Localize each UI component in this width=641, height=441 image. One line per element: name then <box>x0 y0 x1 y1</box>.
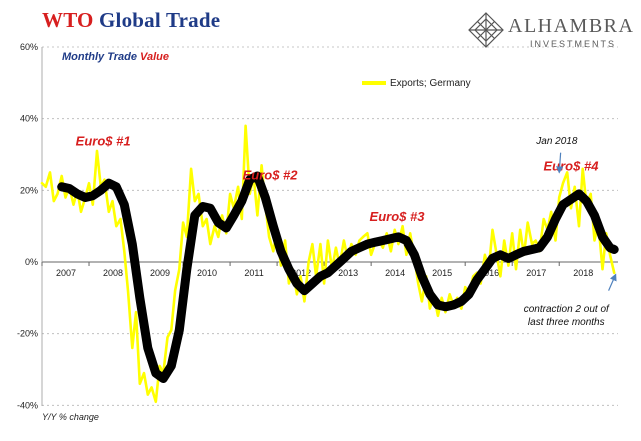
y-tick-label: -40% <box>17 400 38 410</box>
note-arrow <box>608 273 617 291</box>
series-line-exports-germany <box>40 124 616 404</box>
x-tick-label: 2009 <box>150 268 170 278</box>
y-tick-label: -20% <box>17 329 38 339</box>
y-tick-label: 40% <box>20 114 38 124</box>
x-tick-label: 2017 <box>526 268 546 278</box>
logo-name: ALHAMBRA <box>508 15 635 37</box>
chart-note-line: Jan 2018 <box>535 136 578 147</box>
series-layer <box>40 124 619 404</box>
chart-subtitle: Monthly Trade Value <box>62 51 169 63</box>
chart-note: Jan 2018 <box>535 136 578 147</box>
euro-annotation: Euro$ #2 <box>243 168 299 183</box>
x-tick-label: 2008 <box>103 268 123 278</box>
subtitle-part-1: Monthly Trade <box>62 51 137 63</box>
y-tick-label: 60% <box>20 42 38 52</box>
series-line-trend <box>57 171 619 383</box>
euro-annotation: Euro$ #3 <box>370 209 426 224</box>
x-tick-label: 2015 <box>432 268 452 278</box>
x-tick-label: 2014 <box>385 268 405 278</box>
chart-note-line: last three months <box>528 317 605 328</box>
x-tick-label: 2007 <box>56 268 76 278</box>
y-tick-label: 0% <box>25 257 38 267</box>
x-tick-label: 2018 <box>573 268 593 278</box>
diamond-lattice-icon <box>468 12 504 48</box>
euro-annotation: Euro$ #4 <box>544 159 600 174</box>
page-title: WTO Global Trade <box>42 8 220 33</box>
subtitle-part-2: Value <box>140 51 169 63</box>
x-tick-label: 2011 <box>244 268 263 278</box>
chart-note: contraction 2 out of last three months <box>524 304 610 328</box>
legend: Exports; Germany <box>362 78 471 89</box>
x-tick-label: 2016 <box>479 268 499 278</box>
euro-annotation: Euro$ #1 <box>76 134 131 149</box>
x-tick-label: 2012 <box>291 268 311 278</box>
y-tick-label: 20% <box>20 185 38 195</box>
annotation-layer: Euro$ #1 Euro$ #2 Euro$ #3 Euro$ #4 Jan 2018… <box>76 134 617 328</box>
alhambra-logo: ALHAMBRA INVESTMENTS <box>468 8 638 52</box>
title-part-1: WTO <box>42 8 94 32</box>
y-axis-label: Y/Y % change <box>42 412 99 422</box>
legend-label-exports: Exports; Germany <box>390 78 471 89</box>
x-tick-label: 2013 <box>338 268 358 278</box>
logo-tagline: INVESTMENTS <box>530 39 617 49</box>
chart-note-line: contraction 2 out of <box>524 304 610 315</box>
x-tick-label: 2010 <box>197 268 217 278</box>
title-part-2: Global Trade <box>99 8 221 32</box>
note-arrow <box>556 152 564 174</box>
